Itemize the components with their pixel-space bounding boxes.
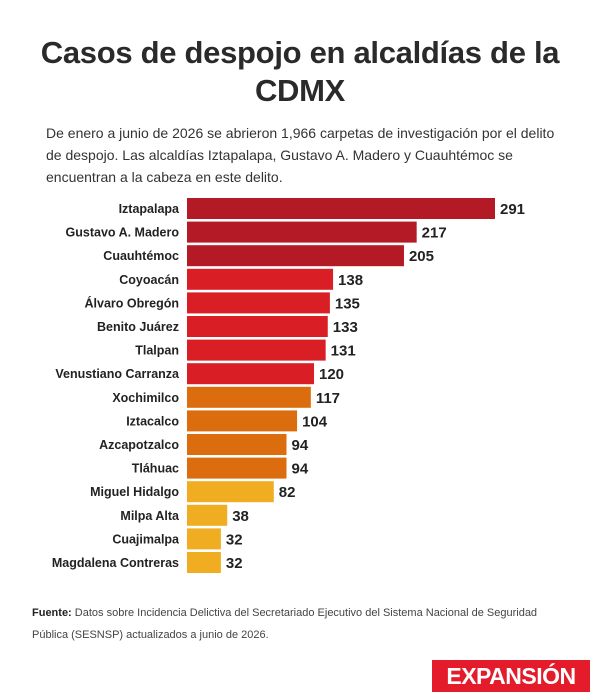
- category-label-tlahuac: Tláhuac: [132, 462, 179, 476]
- value-label-tlalpan: 131: [331, 343, 356, 360]
- category-label-magdalena-contreras: Magdalena Contreras: [52, 556, 179, 570]
- source-text: Datos sobre Incidencia Delictiva del Sec…: [32, 607, 538, 641]
- bar-chart: Iztapalapa 291 Gustavo A. Madero 217 Cuauhté…: [52, 198, 525, 573]
- bar-tlahuac: [187, 457, 287, 479]
- bar-iztacalco: [187, 410, 298, 432]
- category-label-benito-juarez: Benito Juárez: [97, 320, 179, 334]
- category-label-coyoacan: Coyoacán: [119, 273, 179, 287]
- category-label-iztapalapa: Iztapalapa: [119, 202, 180, 216]
- bar-cuauhtemoc: [187, 245, 404, 267]
- value-label-magdalena-contreras: 32: [226, 555, 243, 572]
- category-label-venustiano-carranza: Venustiano Carranza: [55, 367, 180, 381]
- bar-tlalpan: [187, 339, 326, 361]
- page-title: Casos de despojo en alcaldías de la CDMX: [40, 35, 560, 108]
- category-label-iztacalco: Iztacalco: [126, 414, 179, 428]
- category-label-cuauhtemoc: Cuauhtémoc: [103, 249, 179, 263]
- category-label-cuajimalpa: Cuajimalpa: [112, 532, 180, 546]
- value-label-alvaro-obregon: 135: [335, 295, 360, 312]
- value-label-miguel-hidalgo: 82: [279, 484, 296, 501]
- value-label-milpa-alta: 38: [232, 508, 249, 525]
- bar-gustavo-a-madero: [187, 221, 417, 243]
- source-label: Fuente:: [32, 607, 72, 619]
- value-label-xochimilco: 117: [316, 390, 340, 407]
- bar-alvaro-obregon: [187, 292, 330, 314]
- bar-azcapotzalco: [187, 434, 287, 455]
- value-label-gustavo-a-madero: 217: [422, 225, 447, 242]
- value-label-venustiano-carranza: 120: [319, 366, 344, 383]
- category-label-gustavo-a-madero: Gustavo A. Madero: [66, 226, 180, 240]
- category-label-miguel-hidalgo: Miguel Hidalgo: [90, 485, 179, 499]
- expansion-logo: EXPANSIÓN: [432, 660, 590, 692]
- category-label-alvaro-obregon: Álvaro Obregón: [85, 295, 179, 310]
- chart-description: De enero a junio de 2026 se abrieron 1,9…: [46, 125, 555, 185]
- value-label-iztapalapa: 291: [500, 201, 525, 218]
- bar-iztapalapa: [187, 198, 495, 219]
- value-label-azcapotzalco: 94: [291, 437, 308, 454]
- bar-milpa-alta: [187, 504, 228, 526]
- value-label-tlahuac: 94: [291, 461, 308, 478]
- bar-benito-juarez: [187, 316, 328, 337]
- value-label-coyoacan: 138: [338, 272, 363, 289]
- value-label-iztacalco: 104: [302, 413, 328, 430]
- bar-coyoacan: [187, 268, 334, 290]
- category-label-tlalpan: Tlalpan: [135, 344, 179, 358]
- bar-cuajimalpa: [187, 528, 221, 550]
- value-label-benito-juarez: 133: [333, 319, 358, 336]
- category-label-azcapotzalco: Azcapotzalco: [99, 438, 179, 452]
- bar-venustiano-carranza: [187, 363, 315, 385]
- value-label-cuajimalpa: 32: [226, 531, 243, 548]
- bar-xochimilco: [187, 386, 311, 408]
- category-label-milpa-alta: Milpa Alta: [120, 509, 180, 523]
- source-note: Fuente: Datos sobre Incidencia Delictiva…: [32, 602, 572, 646]
- value-label-cuauhtemoc: 205: [409, 248, 434, 265]
- category-label-xochimilco: Xochimilco: [112, 391, 179, 405]
- bar-magdalena-contreras: [187, 552, 221, 573]
- bar-miguel-hidalgo: [187, 481, 274, 503]
